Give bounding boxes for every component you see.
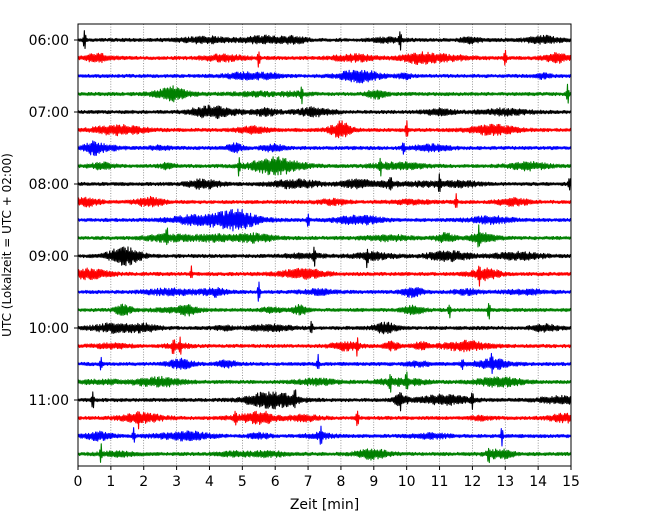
y-tick-label-2: 08:00 <box>29 177 69 193</box>
x-tick-label-3: 3 <box>172 474 181 490</box>
trace-0800 <box>77 173 572 193</box>
x-tick-label-15: 15 <box>562 474 580 490</box>
x-tick-label-10: 10 <box>398 474 416 490</box>
y-axis-label: UTC (Lokalzeit = UTC + 02:00) <box>0 153 14 337</box>
x-axis-label: Zeit [min] <box>290 497 359 513</box>
x-tick-label-9: 9 <box>369 474 378 490</box>
x-tick-label-12: 12 <box>463 474 481 490</box>
x-tick-label-11: 11 <box>431 474 449 490</box>
trace-1130 <box>77 425 572 447</box>
trace-1045 <box>77 371 572 393</box>
x-tick-label-14: 14 <box>529 474 547 490</box>
y-tick-label-1: 07:00 <box>29 105 69 121</box>
trace-1015 <box>77 336 572 357</box>
trace-0745 <box>77 156 572 177</box>
x-tick-label-8: 8 <box>336 474 345 490</box>
trace-0830 <box>77 208 572 232</box>
y-axis-ticks: 06:00 07:00 08:00 09:00 10:00 11:00 <box>29 33 78 409</box>
x-tick-label-6: 6 <box>271 474 280 490</box>
trace-0900 <box>77 246 572 269</box>
trace-0630 <box>77 69 572 84</box>
x-tick-label-0: 0 <box>74 474 83 490</box>
x-tick-label-13: 13 <box>496 474 514 490</box>
trace-1145 <box>77 443 572 464</box>
trace-0700 <box>77 104 572 120</box>
trace-1100 <box>77 389 572 412</box>
y-tick-label-0: 06:00 <box>29 33 69 49</box>
y-tick-label-3: 09:00 <box>29 249 69 265</box>
trace-0645 <box>77 83 572 105</box>
traces <box>77 30 572 464</box>
x-tick-label-5: 5 <box>238 474 247 490</box>
trace-0615 <box>77 49 572 68</box>
trace-0600 <box>77 30 572 51</box>
trace-0915 <box>77 265 572 287</box>
trace-1000 <box>77 320 572 335</box>
y-tick-label-4: 10:00 <box>29 321 69 337</box>
trace-0930 <box>77 281 572 302</box>
x-tick-label-2: 2 <box>139 474 148 490</box>
y-tick-label-5: 11:00 <box>29 393 69 409</box>
trace-0730 <box>77 140 572 157</box>
x-tick-label-7: 7 <box>304 474 313 490</box>
x-tick-label-4: 4 <box>205 474 214 490</box>
x-tick-label-1: 1 <box>106 474 115 490</box>
x-axis-ticks: 0 1 2 3 4 5 6 7 8 9 10 11 12 13 14 15 <box>74 466 580 490</box>
plot-frame <box>77 23 572 467</box>
trace-1115 <box>77 410 572 430</box>
trace-1030 <box>77 352 572 375</box>
trace-0715 <box>77 120 572 139</box>
trace-0845 <box>77 224 572 248</box>
trace-0945 <box>77 303 572 320</box>
trace-0815 <box>77 193 572 208</box>
